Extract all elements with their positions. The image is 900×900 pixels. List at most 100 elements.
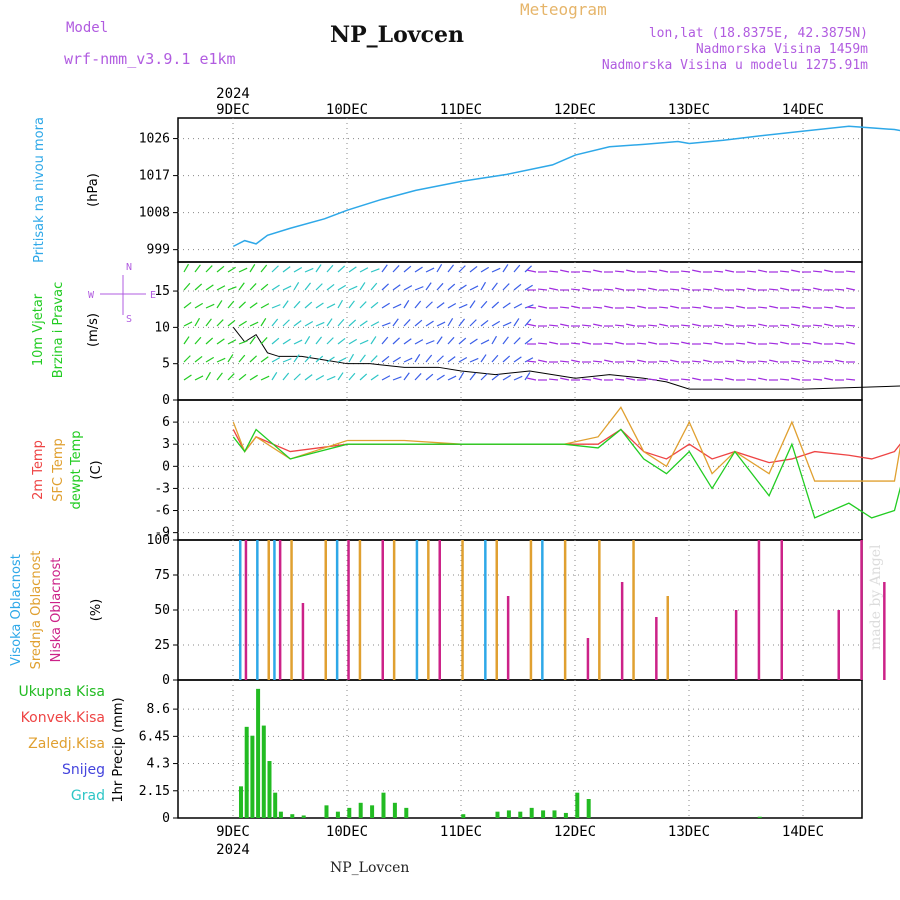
wind-barb bbox=[513, 264, 521, 273]
wind-barb bbox=[614, 270, 625, 273]
precip-bar bbox=[358, 802, 363, 818]
wind-barb bbox=[480, 339, 490, 345]
wind-barb bbox=[183, 282, 191, 291]
wind-barb bbox=[491, 282, 498, 291]
wind-barb bbox=[216, 372, 223, 381]
wind-barb bbox=[414, 300, 422, 309]
meteogram-label: Meteogram bbox=[520, 0, 607, 19]
wind-barb bbox=[801, 288, 812, 291]
y-tick-label: 999 bbox=[147, 243, 170, 258]
wind-barb bbox=[758, 377, 768, 381]
wind-barb bbox=[315, 355, 324, 363]
cloud-bar bbox=[529, 540, 533, 680]
wind-barb bbox=[359, 373, 368, 381]
precip-bar bbox=[256, 688, 261, 818]
wind-barb bbox=[703, 305, 713, 309]
wind-barb bbox=[560, 377, 570, 381]
wind-barb bbox=[194, 355, 203, 363]
wind-barb bbox=[692, 323, 702, 327]
wind-barb bbox=[238, 301, 246, 309]
wind-barb bbox=[491, 335, 498, 345]
wind-barb bbox=[249, 336, 256, 345]
wind-barb bbox=[359, 267, 369, 273]
wind-barb bbox=[392, 318, 399, 327]
wind-barb bbox=[604, 305, 614, 309]
wind-barb bbox=[348, 319, 357, 327]
wind-barb bbox=[571, 359, 581, 363]
wind-barb bbox=[403, 319, 411, 327]
wind-barb bbox=[480, 300, 488, 309]
wind-barb bbox=[238, 340, 248, 345]
wind-barb bbox=[469, 372, 477, 381]
top-day-label: 9DEC bbox=[216, 102, 250, 118]
wind-barb bbox=[458, 318, 466, 327]
wind-barb bbox=[370, 268, 380, 273]
wind-barb bbox=[403, 357, 413, 363]
wind-barb bbox=[491, 301, 500, 309]
wind-barb bbox=[593, 323, 603, 327]
cloud-bar bbox=[757, 540, 761, 680]
cloud-ylabel-low: Niska Oblacnost bbox=[49, 558, 64, 663]
y-tick-label: -3 bbox=[154, 481, 170, 496]
y-tick-label: 1017 bbox=[139, 169, 170, 184]
wind-barb bbox=[813, 341, 823, 345]
wind-barb bbox=[747, 341, 757, 345]
wind-barb bbox=[581, 324, 592, 327]
precip-bar bbox=[757, 816, 762, 818]
wind-barb bbox=[282, 285, 292, 291]
altitude-text: Nadmorska Visina 1459m bbox=[695, 42, 868, 57]
wind-barb bbox=[582, 287, 592, 291]
wind-barb bbox=[692, 269, 702, 273]
wind-barb bbox=[469, 285, 479, 291]
wind-barb bbox=[669, 288, 680, 291]
wind-barb bbox=[780, 287, 790, 291]
wind-barb bbox=[436, 336, 443, 345]
precip-bar bbox=[541, 810, 546, 818]
wind-barb bbox=[603, 342, 614, 345]
y-tick-label: 100 bbox=[147, 533, 170, 548]
temp-ylabel-sfc: SFC Temp bbox=[51, 438, 66, 502]
wind-barb bbox=[480, 281, 487, 291]
cloud-bar bbox=[632, 540, 635, 680]
precip-bar bbox=[244, 726, 249, 818]
precip-bar bbox=[250, 735, 255, 818]
wind-barb bbox=[615, 287, 625, 291]
y-tick-label: -9 bbox=[154, 526, 170, 541]
wind-barb bbox=[326, 264, 334, 273]
wind-barb bbox=[593, 269, 603, 273]
wind-barb bbox=[736, 305, 746, 309]
cloud-bar bbox=[347, 540, 350, 680]
wind-barb bbox=[326, 337, 334, 345]
wind-barb bbox=[779, 378, 790, 381]
wind-barb bbox=[615, 341, 625, 345]
station-title: NP_Lovcen bbox=[330, 22, 464, 48]
wind-barb bbox=[425, 267, 435, 273]
wind-barb bbox=[326, 283, 335, 291]
precip-legend-item: Grad bbox=[71, 788, 105, 804]
wind-barb bbox=[714, 341, 724, 345]
wind-barb bbox=[403, 265, 412, 273]
wind-barb bbox=[714, 287, 724, 291]
precip-bar bbox=[529, 807, 534, 818]
wind-barb bbox=[238, 267, 248, 273]
cloud-bar bbox=[273, 540, 276, 680]
cloud-bar bbox=[734, 610, 738, 680]
wind-barb bbox=[348, 266, 357, 273]
wind-barb bbox=[791, 269, 801, 273]
wind-barb bbox=[249, 264, 256, 273]
y-tick-label: 50 bbox=[154, 603, 170, 618]
wind-barb bbox=[780, 341, 790, 345]
wind-barb bbox=[271, 318, 279, 327]
wind-barb bbox=[469, 265, 478, 273]
wind-barb bbox=[670, 359, 680, 363]
wind-barb bbox=[370, 355, 378, 363]
wind-barb bbox=[425, 373, 434, 381]
wind-barb bbox=[513, 375, 523, 381]
wind-barb bbox=[326, 303, 336, 309]
wind-barb bbox=[802, 305, 812, 309]
precip-bar bbox=[347, 807, 352, 818]
wind-barb bbox=[538, 305, 548, 309]
panel-frame bbox=[177, 679, 863, 819]
wind-barb bbox=[414, 354, 421, 363]
wind-barb bbox=[194, 336, 202, 345]
